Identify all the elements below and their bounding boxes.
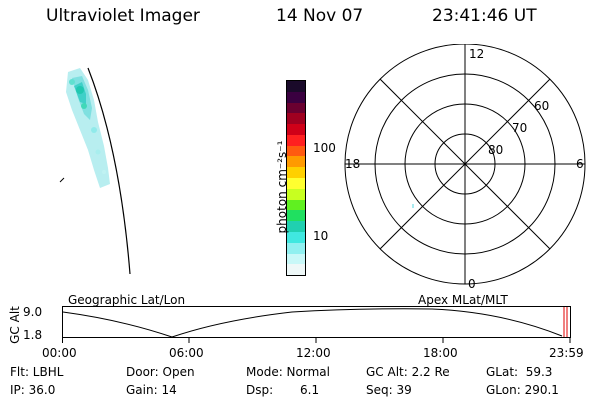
mlt-label-18: 18 <box>345 157 360 171</box>
tick-mark <box>59 177 65 183</box>
colorbar-stripe <box>287 91 305 103</box>
instrument-title: Ultraviolet Imager <box>46 6 200 26</box>
info-glat: GLat: 59.3 <box>486 365 553 379</box>
info-dsp-value: 6.1 <box>300 383 320 397</box>
aurora-emission <box>66 68 110 188</box>
lat-label-60: 60 <box>534 99 549 113</box>
colorbar-stripe <box>287 253 305 265</box>
info-gc-alt: GC Alt: 2.2 Re <box>366 365 450 379</box>
timeline-left-label: Geographic Lat/Lon <box>68 293 186 307</box>
colorbar-stripe <box>287 210 305 222</box>
colorbar-stripe <box>287 156 305 168</box>
info-ip: IP: 36.0 <box>10 383 56 397</box>
altitude-timeline <box>62 306 571 343</box>
colorbar-stripe <box>287 81 305 92</box>
date-label: 14 Nov 07 <box>276 6 364 26</box>
altitude-curve <box>62 308 563 338</box>
timeline-x-tick-0600: 06:00 <box>169 346 204 360</box>
mlt-label-6: 6 <box>576 157 584 171</box>
colorbar-stripe <box>287 188 305 200</box>
timeline-x-tick-1200: 12:00 <box>296 346 331 360</box>
colorbar-stripe <box>287 124 305 135</box>
timeline-x-ticks <box>62 337 571 343</box>
mlt-label-0: 0 <box>468 277 476 290</box>
geographic-image-panel <box>59 67 131 275</box>
colorbar-tick-10: 10 <box>313 229 329 243</box>
lat-label-70: 70 <box>512 121 527 135</box>
timeline-y-axis-label: GC Alt <box>8 306 22 344</box>
info-seq: Seq: 39 <box>366 383 412 397</box>
time-label: 23:41:46 UT <box>432 6 537 26</box>
info-mode: Mode: Normal <box>246 365 330 379</box>
lat-label-80: 80 <box>488 143 503 157</box>
timeline-right-label: Apex MLat/MLT <box>418 293 508 307</box>
polar-plot: 12 18 6 0 60 70 80 <box>344 44 586 290</box>
colorbar-stripe <box>287 134 305 146</box>
colorbar-tick-100: 100 <box>313 141 336 155</box>
colorbar-stripe <box>287 242 305 254</box>
timeline-y-tick-1-8: 1.8 <box>23 328 43 342</box>
polar-emission-spot <box>412 204 414 208</box>
info-glon: GLon: 290.1 <box>486 383 559 397</box>
colorbar-unit-label: photon cm⁻²s⁻¹ <box>275 140 289 234</box>
info-dsp-label: Dsp: <box>246 383 274 397</box>
timeline-y-tick-9: 9.0 <box>23 305 43 319</box>
timeline-x-tick-2359: 23:59 <box>549 346 584 360</box>
colorbar-stripe <box>287 231 305 243</box>
limb-line <box>87 67 131 275</box>
colorbar-stripe <box>287 167 305 179</box>
timeline-x-tick-1800: 18:00 <box>423 346 458 360</box>
colorbar-stripe <box>287 113 305 125</box>
info-door: Door: Open <box>126 365 195 379</box>
colorbar-stripe <box>287 102 305 114</box>
mlt-label-12: 12 <box>469 47 484 61</box>
info-filter: Flt: LBHL <box>10 365 64 379</box>
colorbar-stripe <box>287 221 305 232</box>
polar-diagonal-2 <box>379 78 551 250</box>
info-gain: Gain: 14 <box>126 383 177 397</box>
colorbar-stripe <box>287 178 305 189</box>
colorbar-stripe <box>287 199 305 211</box>
colorbar-stripe <box>287 264 305 276</box>
colorbar <box>286 80 306 276</box>
colorbar-stripe <box>287 145 305 157</box>
timeline-x-tick-0000: 00:00 <box>42 346 77 360</box>
